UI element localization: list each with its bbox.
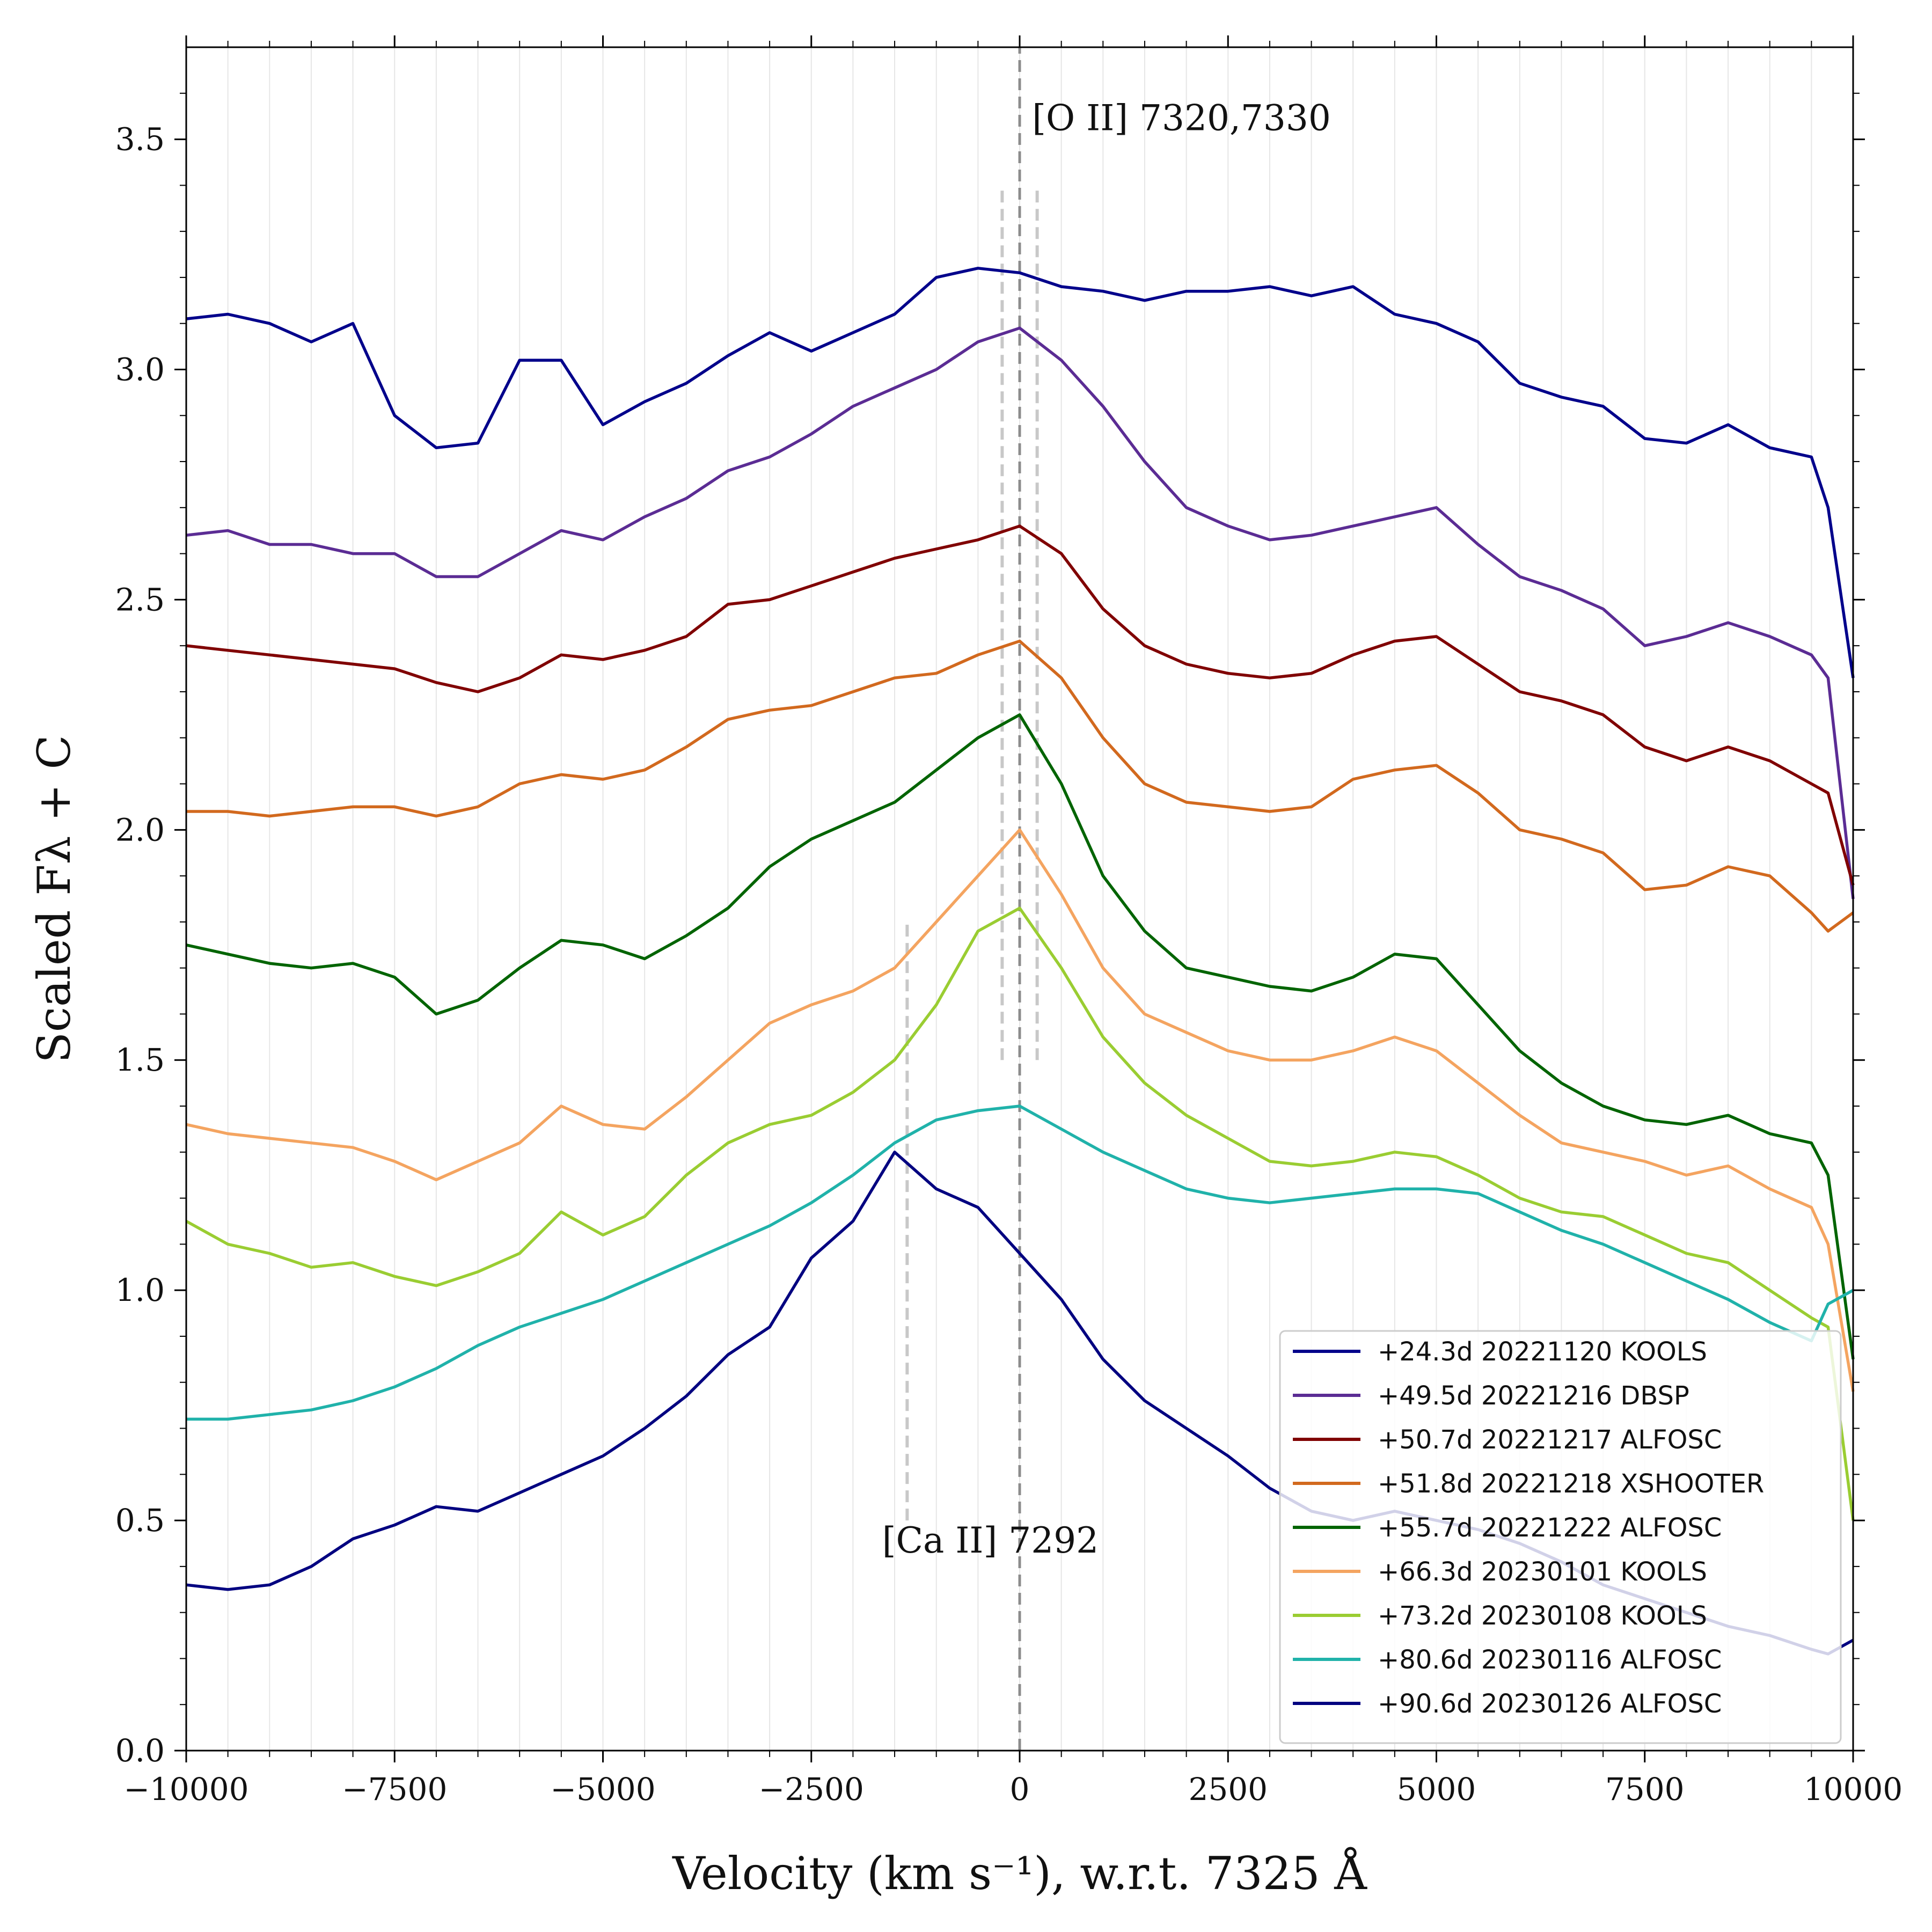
- y-tick-label: 2.0: [115, 811, 165, 848]
- x-axis-label: Velocity (km s⁻¹), w.r.t. 7325 Å: [672, 1847, 1367, 1900]
- legend-label-7: +80.6d 20230116 ALFOSC: [1378, 1645, 1722, 1675]
- x-tick-label: −5000: [550, 1771, 655, 1807]
- x-tick-label: −2500: [759, 1771, 864, 1807]
- y-axis-label: Scaled Fλ + C: [28, 735, 80, 1063]
- annotation-label: [Ca II] 7292: [882, 1520, 1099, 1561]
- y-tick-label: 3.0: [115, 351, 165, 387]
- x-tick-label: −7500: [342, 1771, 447, 1807]
- y-tick-label: 1.0: [115, 1272, 165, 1308]
- x-tick-label: 10000: [1804, 1771, 1903, 1807]
- y-tick-label: 0.5: [115, 1502, 165, 1539]
- annotation-label: [O II] 7320,7330: [1032, 97, 1331, 138]
- spectra-chart: −10000 −7500 −5000 −2500 0 2500 5000 7500 10000 0…: [0, 0, 1932, 1932]
- legend-label-8: +90.6d 20230126 ALFOSC: [1378, 1689, 1722, 1719]
- legend-label-1: +49.5d 20221216 DBSP: [1378, 1381, 1689, 1411]
- y-tick-label: 1.5: [115, 1042, 165, 1078]
- legend-label-6: +73.2d 20230108 KOOLS: [1378, 1601, 1707, 1631]
- legend: +24.3d 20221120 KOOLS +49.5d 20221216 DBS…: [1280, 1331, 1841, 1743]
- x-tick-label: 2500: [1188, 1771, 1268, 1807]
- legend-label-3: +51.8d 20221218 XSHOOTER: [1378, 1469, 1764, 1499]
- legend-label-0: +24.3d 20221120 KOOLS: [1378, 1337, 1707, 1367]
- x-tick-label: 0: [1010, 1771, 1030, 1807]
- x-tick-label: 5000: [1397, 1771, 1476, 1807]
- legend-label-5: +66.3d 20230101 KOOLS: [1378, 1557, 1707, 1587]
- y-tick-label: 3.5: [115, 121, 165, 158]
- y-tick-label: 2.5: [115, 581, 165, 618]
- legend-label-4: +55.7d 20221222 ALFOSC: [1378, 1513, 1722, 1543]
- x-tick-label: 7500: [1605, 1771, 1685, 1807]
- x-tick-label: −10000: [123, 1771, 248, 1807]
- legend-label-2: +50.7d 20221217 ALFOSC: [1378, 1425, 1722, 1455]
- y-tick-label: 0.0: [115, 1732, 165, 1769]
